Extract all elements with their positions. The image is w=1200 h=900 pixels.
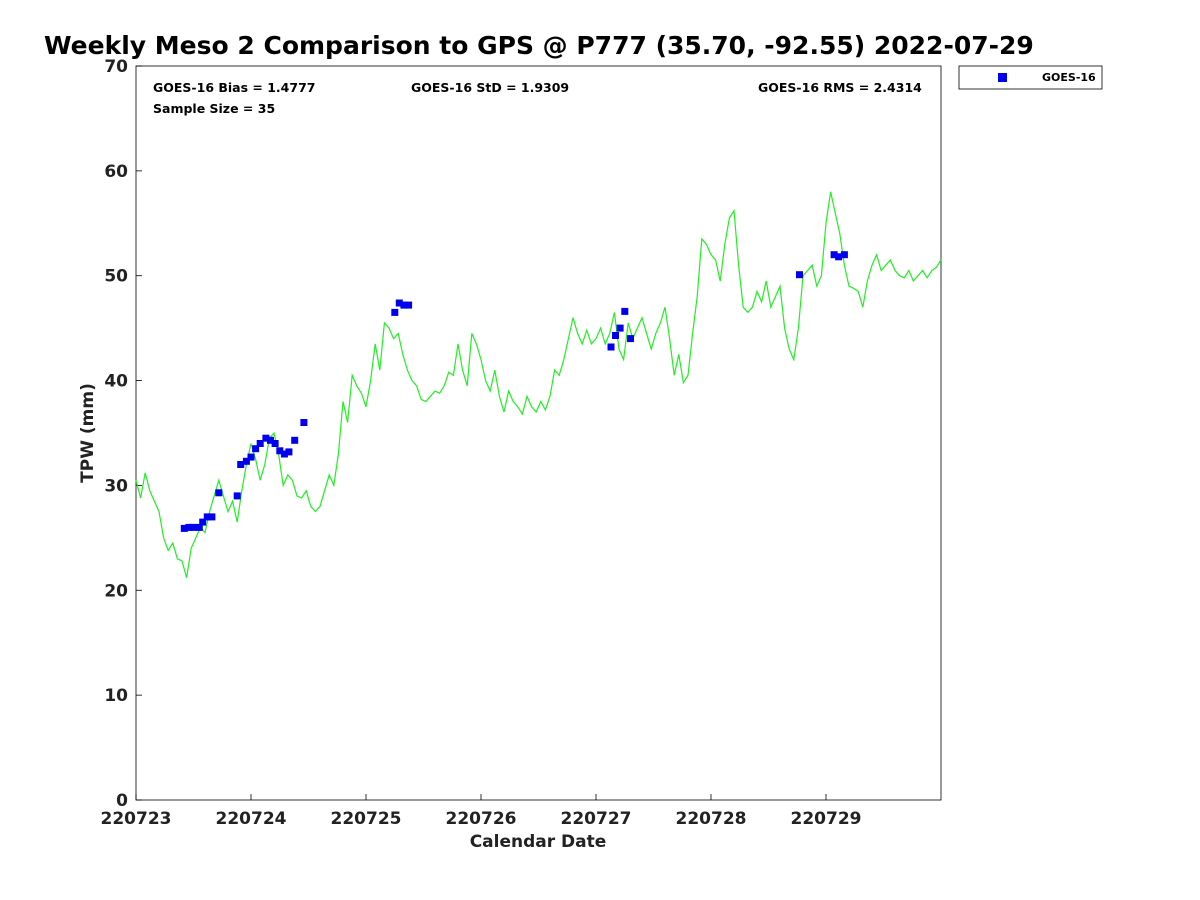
goes-16-point	[280, 450, 288, 458]
x-axis-label: Calendar Date	[470, 832, 607, 852]
stat-rms: GOES-16 RMS = 2.4314	[758, 80, 922, 95]
goes-16-point	[840, 251, 848, 259]
x-tick-label: 220727	[561, 809, 632, 829]
goes-16-point	[391, 308, 399, 316]
goes-16-point	[405, 301, 413, 309]
legend-label-goes-16: GOES-16	[1042, 71, 1096, 84]
goes-16-point	[627, 335, 634, 343]
goes-16-point	[203, 513, 211, 521]
legend: GOES-16	[958, 65, 1103, 90]
goes-16-point	[199, 518, 207, 526]
goes-16-point	[616, 324, 624, 332]
x-tick-label: 220724	[216, 809, 287, 829]
goes-16-point	[252, 445, 260, 453]
goes-16-point	[242, 457, 250, 465]
y-tick-label: 60	[104, 162, 128, 182]
goes-16-point	[830, 251, 838, 259]
y-tick-label: 50	[104, 267, 128, 287]
x-tick-label: 220726	[446, 809, 517, 829]
gps-tpw-line	[135, 191, 942, 578]
goes-16-point	[233, 492, 241, 500]
goes-16-point	[796, 271, 803, 279]
stat-std: GOES-16 StD = 1.9309	[411, 80, 569, 95]
goes-16-point	[612, 332, 619, 339]
stat-bias: GOES-16 Bias = 1.4777	[153, 80, 315, 95]
y-tick-label: 0	[116, 791, 128, 811]
y-axis-label: TPW (mm)	[78, 383, 98, 483]
legend-marker-goes-16	[998, 73, 1007, 82]
goes-16-point	[208, 513, 216, 521]
goes-16-point	[267, 436, 274, 444]
goes-16-point	[300, 419, 308, 426]
goes-16-point	[237, 461, 245, 468]
goes-16-point	[395, 299, 403, 307]
x-tick-label: 220729	[791, 809, 862, 829]
goes-16-point	[400, 301, 408, 309]
legend-box	[958, 65, 1103, 90]
goes-16-point	[180, 524, 188, 532]
goes-16-point	[621, 307, 629, 315]
x-tick-label: 220728	[676, 809, 747, 829]
goes-16-point	[256, 440, 264, 447]
chart-title: Weekly Meso 2 Comparison to GPS @ P777 (…	[44, 31, 1034, 60]
goes-16-point	[285, 448, 293, 456]
plot-frame	[135, 65, 942, 801]
goes-16-point	[291, 436, 299, 444]
y-tick-label: 10	[104, 686, 128, 706]
goes-16-point	[190, 523, 197, 531]
goes-16-point	[262, 434, 270, 442]
y-tick-label: 70	[104, 57, 128, 77]
goes-16-point	[185, 523, 193, 531]
y-axis: 0 10 20 30 40 50 60 70	[104, 57, 142, 811]
x-tick-label: 220725	[331, 809, 402, 829]
goes-16-point	[276, 447, 284, 455]
goes-16-point	[835, 253, 843, 261]
x-axis: 220723 220724 220725 220726 220727 220728 2207…	[101, 794, 862, 829]
stat-sample-size: Sample Size = 35	[153, 101, 275, 116]
goes-16-point	[215, 489, 223, 497]
y-tick-label: 30	[104, 476, 128, 496]
goes-16-point	[247, 453, 255, 461]
goes-16-point	[271, 440, 279, 447]
x-tick-label: 220723	[101, 809, 172, 829]
y-tick-label: 20	[104, 581, 128, 601]
goes-16-point	[195, 523, 203, 531]
goes-16-points	[180, 251, 848, 532]
y-tick-label: 40	[104, 372, 128, 392]
goes-16-point	[607, 343, 615, 351]
